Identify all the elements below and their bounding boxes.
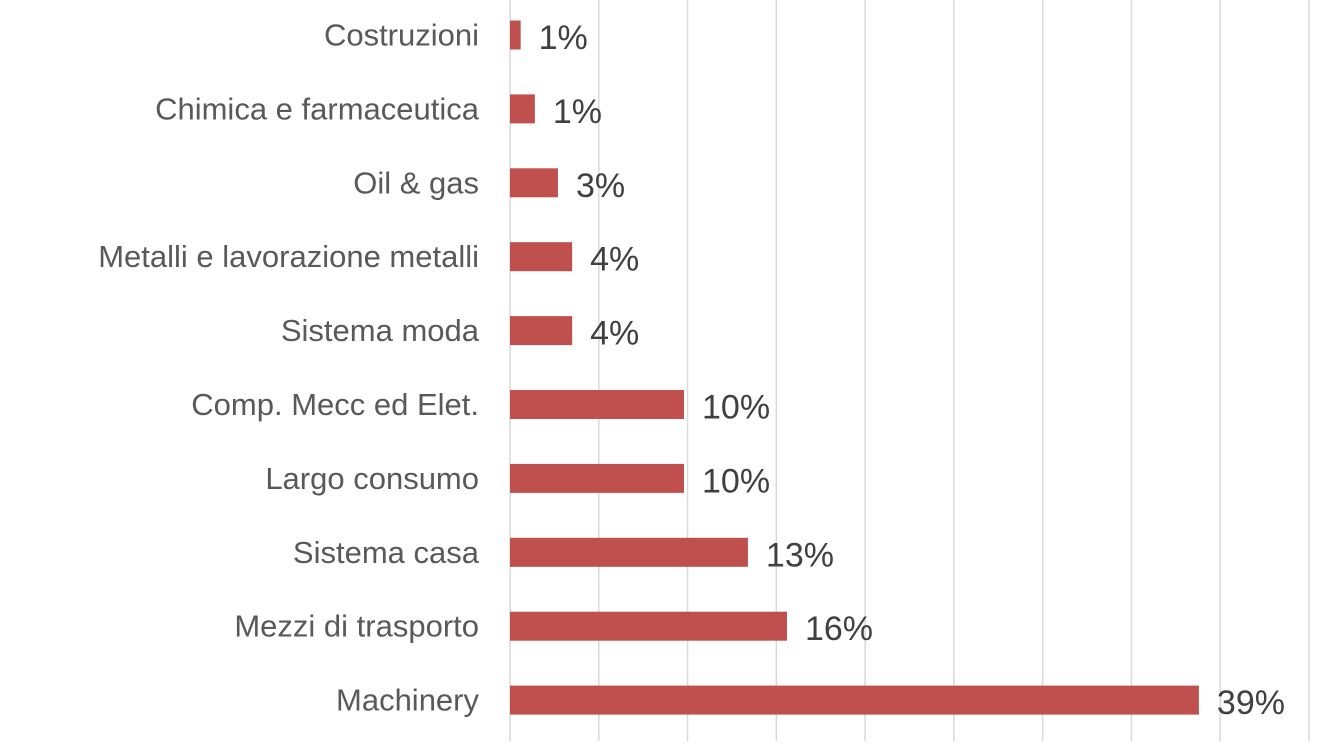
value-label: 10% [702, 462, 770, 500]
value-label: 1% [539, 19, 588, 57]
value-label: 16% [805, 610, 873, 648]
category-label: Chimica e farmaceutica [155, 91, 480, 126]
category-label: Metalli e lavorazione metalli [98, 239, 479, 274]
value-label: 4% [590, 315, 639, 353]
bar-3 [510, 242, 573, 272]
bar-8 [510, 611, 787, 641]
bar-1 [510, 94, 535, 124]
category-label: Comp. Mecc ed Elet. [191, 387, 479, 422]
category-label: Sistema casa [293, 535, 480, 570]
value-label: 1% [553, 93, 602, 131]
category-label: Largo consumo [265, 461, 479, 496]
value-label: 3% [576, 167, 625, 205]
value-label: 39% [1217, 684, 1285, 722]
bars [510, 20, 1199, 715]
bar-6 [510, 463, 685, 493]
category-label: Sistema moda [281, 313, 480, 348]
bar-4 [510, 316, 573, 346]
category-label: Mezzi di trasporto [234, 609, 479, 644]
bar-9 [510, 685, 1199, 715]
bar-7 [510, 537, 748, 567]
value-label: 13% [766, 536, 834, 574]
category-labels: Costruzioni Chimica e farmaceutica Oil & g… [98, 18, 480, 718]
bar-2 [510, 168, 558, 198]
bar-0 [510, 20, 521, 50]
gridlines [509, 0, 1310, 741]
value-labels: 1% 1% 3% 4% 4% 10% 10% 13% 16% 39% [539, 19, 1285, 722]
category-label: Machinery [336, 683, 479, 718]
category-label: Oil & gas [353, 165, 479, 200]
value-label: 4% [590, 241, 639, 279]
bar-5 [510, 390, 685, 419]
value-label: 10% [702, 389, 770, 427]
category-label: Costruzioni [324, 18, 479, 53]
